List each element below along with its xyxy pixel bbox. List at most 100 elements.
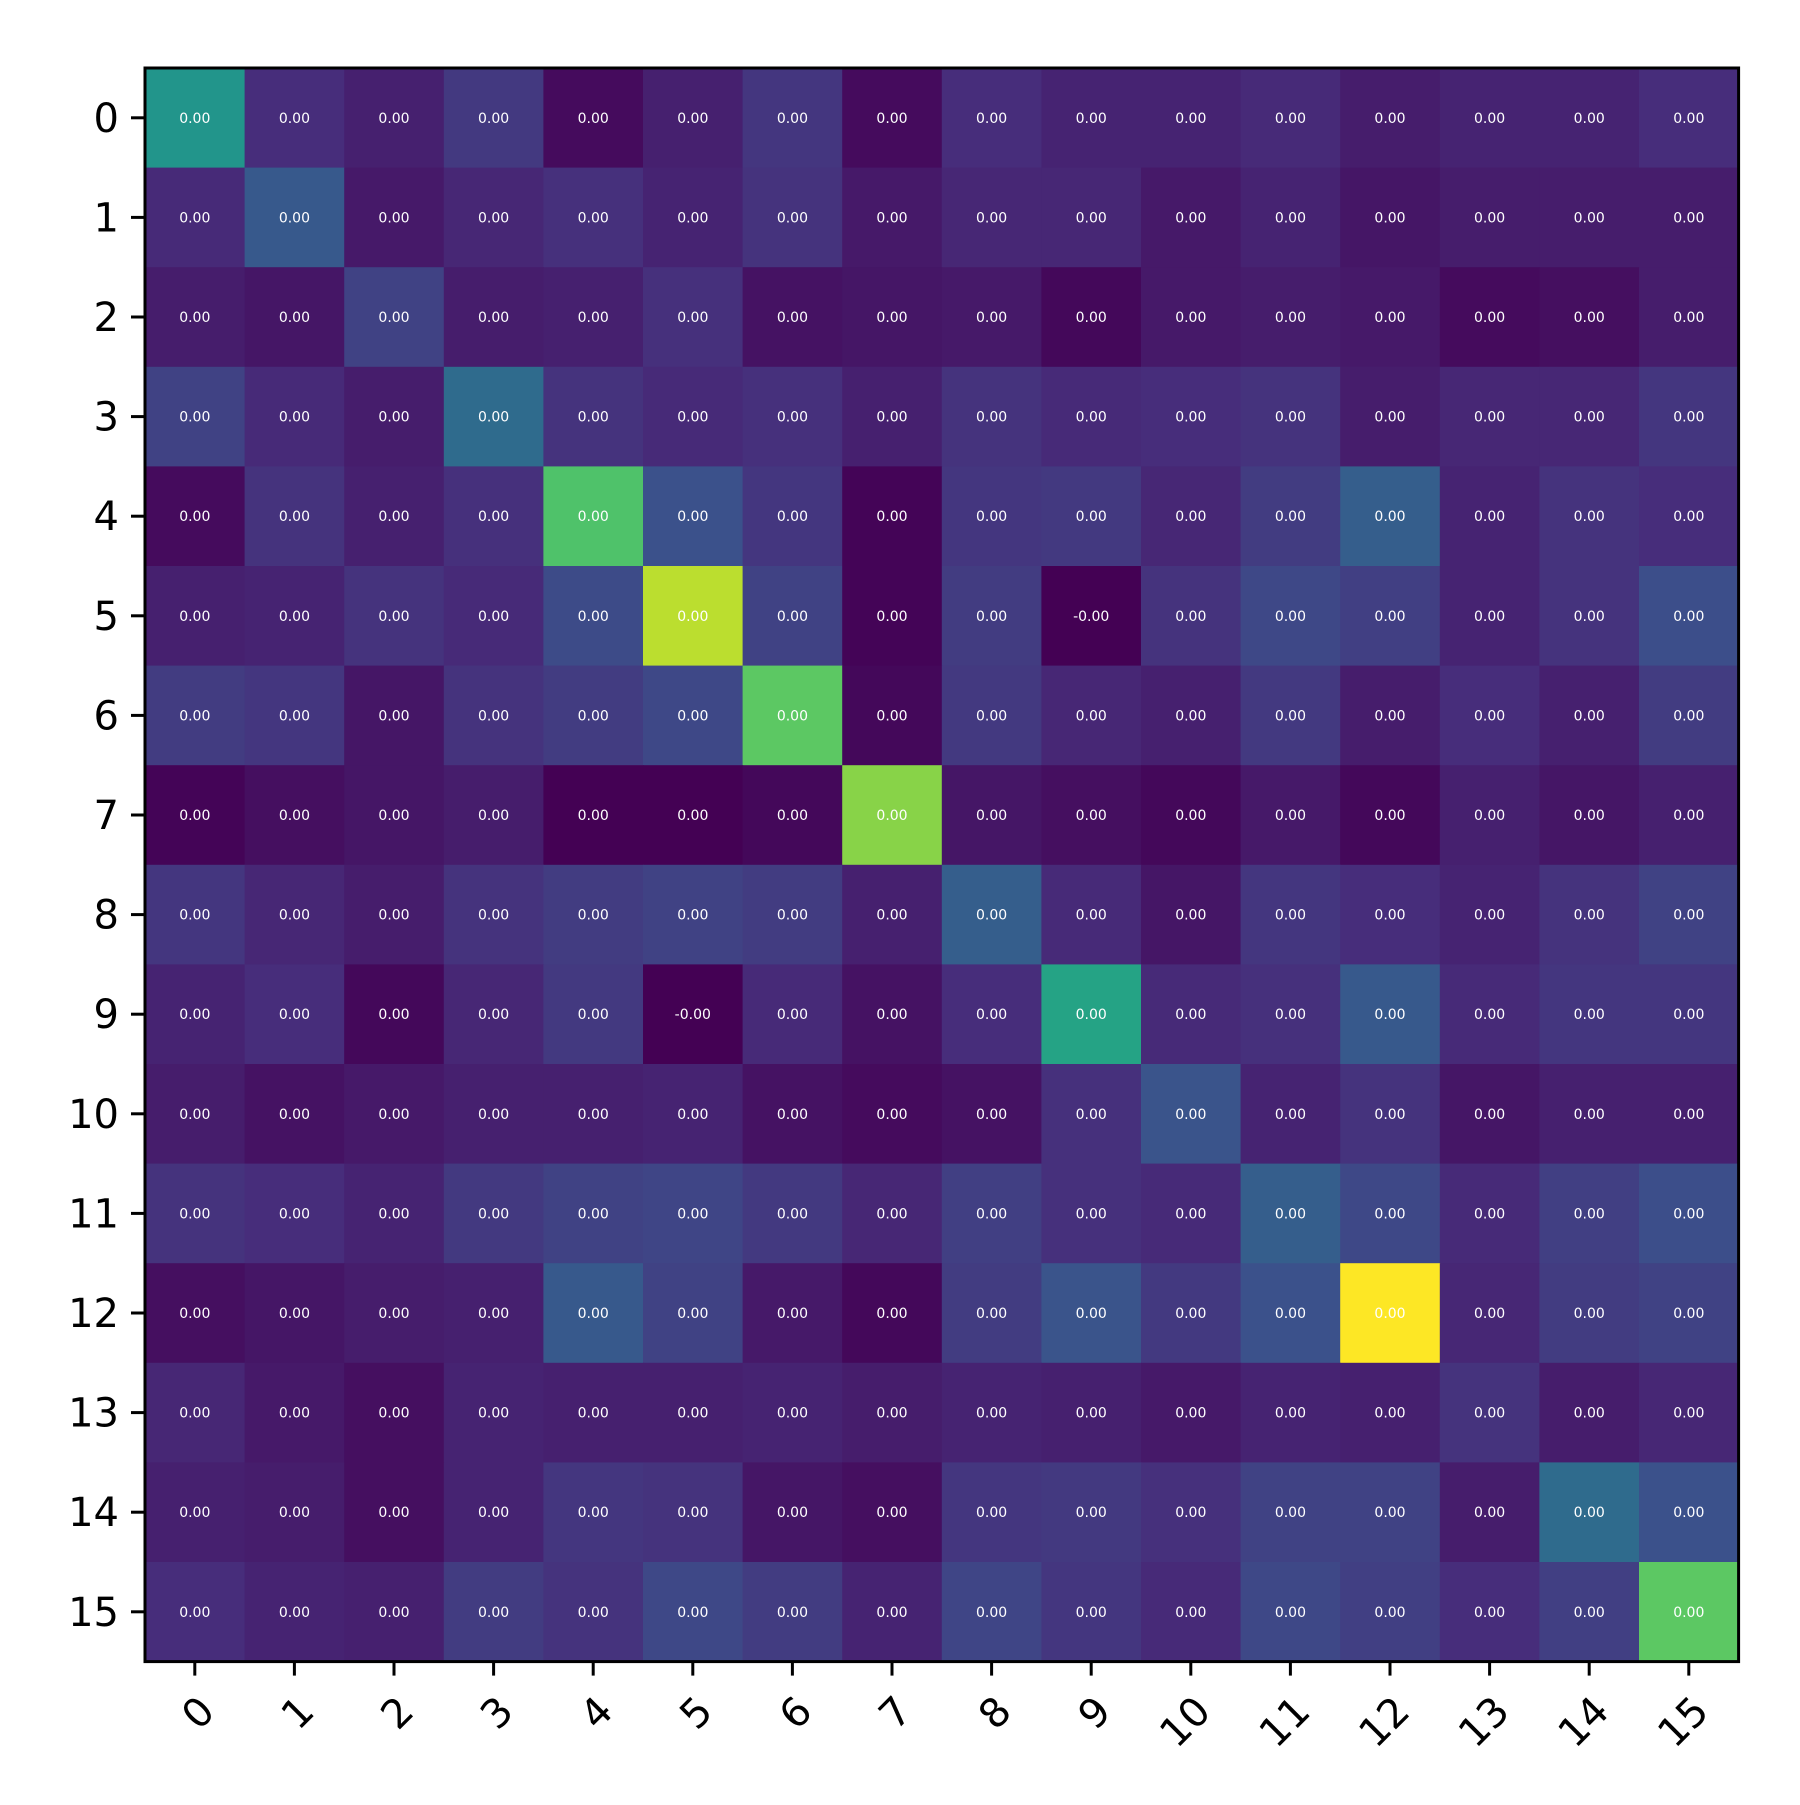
cell-value-label: 0.00 [478,210,509,226]
cell-value-label: 0.00 [378,111,409,127]
cell-value-label: 0.00 [1175,1206,1206,1222]
cell-value-label: 0.00 [279,1007,310,1023]
cell-value-label: 0.00 [1076,1505,1107,1521]
heatmap-cell [344,864,445,965]
heatmap-cell [145,1462,246,1563]
heatmap-cell [1240,1263,1341,1364]
heatmap-cell [1439,167,1540,268]
cell-value-label: 0.00 [1374,310,1405,326]
cell-value-label: 0.00 [1374,509,1405,525]
x-tick-label: 0 [173,1688,224,1739]
cell-value-label: 0.00 [976,708,1007,724]
heatmap-cell [1041,167,1142,268]
cell-value-label: 0.00 [1175,1306,1206,1322]
cell-value-label: 0.00 [976,609,1007,625]
cell-value-label: 0.00 [1374,1007,1405,1023]
heatmap-cell [742,68,843,169]
heatmap-cell [643,267,744,368]
cell-value-label: 0.00 [876,410,907,426]
cell-value-label: 0.00 [976,1605,1007,1621]
cell-value-label: 0.00 [279,1306,310,1322]
y-tick-label: 14 [68,1490,119,1536]
cell-value-label: 0.00 [1374,1505,1405,1521]
cell-value-label: 0.00 [1574,1406,1605,1422]
heatmap-cell [1240,1562,1341,1663]
cell-value-label: 0.00 [1275,1107,1306,1123]
heatmap-cell [842,167,943,268]
heatmap-cell [244,68,345,169]
cell-value-label: 0.00 [876,1306,907,1322]
cell-value-label: 0.00 [1175,1505,1206,1521]
heatmap-cell [1539,1562,1640,1663]
cell-value-label: 0.00 [1175,111,1206,127]
heatmap-cell [1639,466,1740,567]
heatmap-cell [443,366,544,467]
cell-value-label: 0.00 [777,908,808,924]
heatmap-cell [443,665,544,766]
heatmap-cell [543,1263,644,1364]
cell-value-label: 0.00 [876,708,907,724]
heatmap-cell [1439,964,1540,1065]
x-tick-label: 3 [472,1688,523,1739]
cell-value-label: 0.00 [1275,908,1306,924]
heatmap-cell [1340,765,1441,866]
heatmap-cell [145,366,246,467]
x-tick-label: 15 [1649,1688,1718,1757]
heatmap-cell-labels: 0.00 0.00 0.00 0.00 0.00 0.00 0.00 0.00 0.00 0.00… [179,111,1704,1621]
heatmap-cell [1141,1462,1242,1563]
heatmap-cell [842,1362,943,1463]
cell-value-label: 0.00 [478,808,509,824]
heatmap-cell [543,765,644,866]
x-tick-label: 1 [273,1688,324,1739]
cell-value-label: 0.00 [777,708,808,724]
heatmap-cell [1539,964,1640,1065]
heatmap-cell [344,1562,445,1663]
cell-value-label: 0.00 [279,908,310,924]
cell-value-label: 0.00 [976,1107,1007,1123]
heatmap-cell [742,1362,843,1463]
heatmap-cell [543,1064,644,1165]
y-tick-label: 11 [68,1191,119,1237]
cell-value-label: 0.00 [179,1007,210,1023]
cell-value-label: 0.00 [378,410,409,426]
heatmap-cell [1240,1064,1341,1165]
cell-value-label: 0.00 [1076,1605,1107,1621]
cell-value-label: 0.00 [1374,1206,1405,1222]
heatmap-cell [941,864,1042,965]
heatmap-cell [244,864,345,965]
cell-value-label: 0.00 [876,310,907,326]
heatmap-cell [443,1263,544,1364]
heatmap-cell [1141,1362,1242,1463]
heatmap-cell [1041,1163,1142,1264]
cell-value-label: 0.00 [179,210,210,226]
heatmap-cell [1539,765,1640,866]
heatmap-cell [1141,1163,1242,1264]
cell-value-label: 0.00 [677,708,708,724]
cell-value-label: 0.00 [478,1406,509,1422]
heatmap-cell [643,366,744,467]
heatmap-cell [1639,1362,1740,1463]
heatmap-cell [1041,267,1142,368]
cell-value-label: 0.00 [677,310,708,326]
cell-value-label: 0.00 [1076,509,1107,525]
heatmap-cell [1639,267,1740,368]
cell-value-label: 0.00 [1574,908,1605,924]
cell-value-label: 0.00 [1474,1206,1505,1222]
cell-value-label: 0.00 [578,908,609,924]
cell-value-label: 0.00 [1673,1605,1704,1621]
heatmap-cell [1639,1462,1740,1563]
heatmap-cell [543,665,644,766]
heatmap-cell [1141,366,1242,467]
heatmap-cell [1340,665,1441,766]
cell-value-label: 0.00 [976,210,1007,226]
heatmap-cell [244,167,345,268]
heatmap-cell [1639,1562,1740,1663]
heatmap-cell [344,765,445,866]
heatmap-cell [1439,1462,1540,1563]
heatmap-cell [643,167,744,268]
heatmap-cell [543,964,644,1065]
cell-value-label: 0.00 [1474,111,1505,127]
heatmap-cell [1240,466,1341,567]
heatmap-cell [244,964,345,1065]
cell-value-label: 0.00 [179,1107,210,1123]
